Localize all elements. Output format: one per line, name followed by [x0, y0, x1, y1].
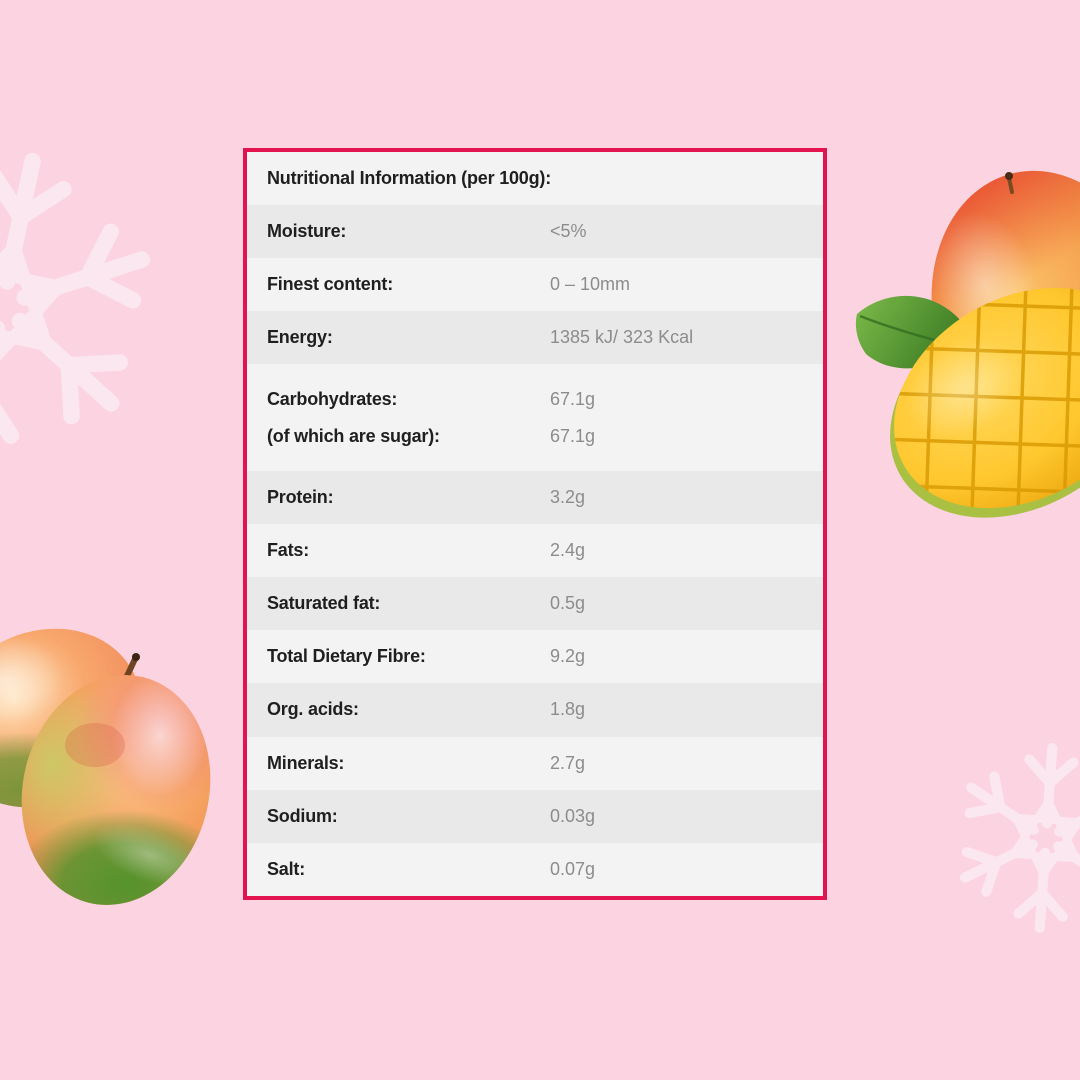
table-row: Org. acids: 1.8g	[247, 683, 823, 737]
row-label: (of which are sugar):	[267, 425, 440, 446]
row-value: 1.8g	[550, 699, 586, 720]
row-label: Carbohydrates:	[267, 388, 398, 409]
table-row: Salt: 0.07g	[247, 842, 823, 897]
row-value: 2.7g	[550, 752, 586, 773]
row-label: Fats:	[267, 540, 310, 561]
table-row: Sodium: 0.03g	[247, 789, 823, 843]
snowflake-top-left-icon	[0, 131, 175, 479]
row-label: Moisture:	[267, 221, 347, 242]
row-label: Total Dietary Fibre:	[267, 646, 426, 667]
table-row: Protein: 3.2g	[247, 470, 823, 524]
mangoes-bottom-left-image	[0, 628, 233, 924]
table-row: Moisture: <5%	[247, 205, 823, 259]
row-value: 0 – 10mm	[550, 274, 631, 295]
row-label: Minerals:	[267, 752, 345, 773]
row-label: Salt:	[267, 858, 306, 879]
row-value: 1385 kJ/ 323 Kcal	[550, 327, 694, 348]
table-row: Carbohydrates: 67.1g (of which are sugar):…	[247, 364, 823, 471]
row-label: Org. acids:	[267, 699, 359, 720]
row-value: 9.2g	[550, 646, 586, 667]
table-row: Total Dietary Fibre: 9.2g	[247, 630, 823, 684]
row-value: 0.03g	[550, 805, 596, 826]
snowflake-bottom-right-icon	[951, 742, 1080, 934]
table-row: Saturated fat: 0.5g	[247, 577, 823, 631]
table-row: Fats: 2.4g	[247, 523, 823, 578]
table-header: Nutritional Information (per 100g):	[247, 152, 823, 205]
row-label: Saturated fat:	[267, 593, 381, 614]
table-row: Energy: 1385 kJ/ 323 Kcal	[247, 311, 823, 365]
row-value: 67.1g	[550, 388, 596, 409]
row-label: Protein:	[267, 486, 334, 507]
table-row: Minerals: 2.7g	[247, 736, 823, 790]
row-label: Sodium:	[267, 805, 338, 826]
row-value: 67.1g	[550, 425, 596, 446]
row-value: 0.07g	[550, 858, 596, 879]
table-title: Nutritional Information (per 100g):	[267, 168, 552, 188]
row-label: Energy:	[267, 327, 333, 348]
row-value: <5%	[550, 221, 587, 242]
row-value: 0.5g	[550, 593, 586, 614]
table-row: Finest content: 0 – 10mm	[247, 258, 823, 312]
row-value: 2.4g	[550, 540, 586, 561]
nutrition-table: Nutritional Information (per 100g): Mois…	[243, 148, 827, 900]
row-value: 3.2g	[550, 486, 586, 507]
row-label: Finest content:	[267, 274, 393, 295]
